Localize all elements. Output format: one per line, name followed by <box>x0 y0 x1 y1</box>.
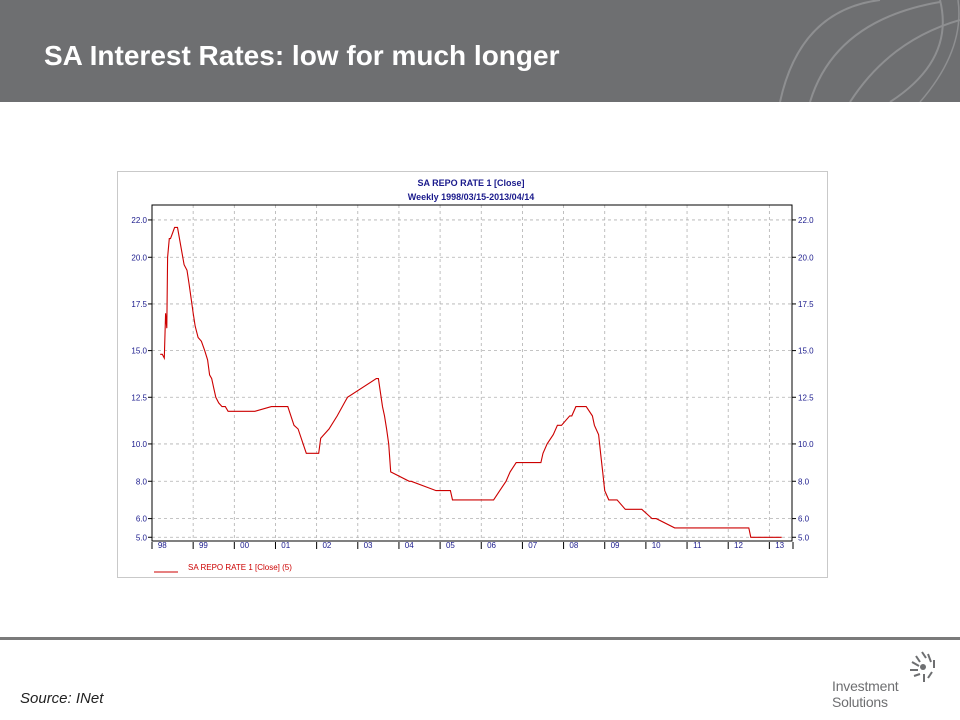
source-note: Source: INet <box>20 690 104 707</box>
y-tick-label-right: 12.5 <box>798 393 814 402</box>
x-tick-label: 03 <box>364 541 373 550</box>
x-tick-label: 07 <box>528 541 537 550</box>
x-tick-label: 10 <box>652 541 661 550</box>
y-tick-label-left: 17.5 <box>131 300 147 309</box>
x-tick-label: 00 <box>240 541 249 550</box>
slide-header: SA Interest Rates: low for much longer <box>0 0 960 102</box>
slide-title: SA Interest Rates: low for much longer <box>44 40 560 71</box>
y-tick-label-left: 5.0 <box>136 533 148 542</box>
x-tick-label: 11 <box>693 541 702 550</box>
x-tick-label: 09 <box>611 541 620 550</box>
chart-grid <box>152 205 792 541</box>
y-tick-label-right: 17.5 <box>798 300 814 309</box>
repo-rate-chart: SA REPO RATE 1 [Close] Weekly 1998/03/15… <box>131 178 814 573</box>
y-tick-label-left: 8.0 <box>136 477 148 486</box>
logo-mark-icon <box>910 651 935 682</box>
decorative-arcs-graphic <box>779 0 960 102</box>
x-tick-label: 06 <box>487 541 496 550</box>
footer-divider <box>0 637 960 640</box>
x-tick-label: 01 <box>281 541 290 550</box>
x-tick-label: 05 <box>446 541 455 550</box>
chart-subtitle: Weekly 1998/03/15-2013/04/14 <box>408 192 534 202</box>
x-tick-label: 13 <box>775 541 784 550</box>
logo-line-2: Solutions <box>832 694 888 710</box>
y-tick-label-right: 15.0 <box>798 347 814 356</box>
logo-line-1: Investment <box>832 678 899 694</box>
x-tick-label: 12 <box>734 541 743 550</box>
x-tick-label: 04 <box>405 541 414 550</box>
y-tick-label-right: 20.0 <box>798 253 814 262</box>
y-tick-label-left: 20.0 <box>131 253 147 262</box>
y-tick-label-right: 8.0 <box>798 477 810 486</box>
chart-panel: SA REPO RATE 1 [Close] Weekly 1998/03/15… <box>117 171 828 578</box>
y-tick-label-right: 5.0 <box>798 533 810 542</box>
y-tick-label-left: 22.0 <box>131 216 147 225</box>
y-tick-label-left: 6.0 <box>136 515 148 524</box>
y-tick-label-left: 15.0 <box>131 347 147 356</box>
y-tick-label-right: 6.0 <box>798 515 810 524</box>
y-tick-label-right: 10.0 <box>798 440 814 449</box>
y-tick-label-left: 10.0 <box>131 440 147 449</box>
x-tick-label: 98 <box>158 541 167 550</box>
plot-area-border <box>151 204 793 542</box>
x-tick-label: 99 <box>199 541 208 550</box>
x-tick-label: 02 <box>322 541 331 550</box>
y-tick-label-left: 12.5 <box>131 393 147 402</box>
x-tick-label: 08 <box>569 541 578 550</box>
y-tick-label-right: 22.0 <box>798 216 814 225</box>
chart-title: SA REPO RATE 1 [Close] <box>417 178 524 188</box>
chart-series <box>160 226 782 538</box>
series-line <box>160 226 782 538</box>
investment-solutions-logo: Investment Solutions <box>826 646 956 716</box>
chart-axes: 5.0 5.0 6.0 6.0 8.0 8.0 10.0 10.0 12.5 12.5 15.0 15… <box>131 204 814 550</box>
legend-label: SA REPO RATE 1 [Close] (5) <box>188 563 292 572</box>
